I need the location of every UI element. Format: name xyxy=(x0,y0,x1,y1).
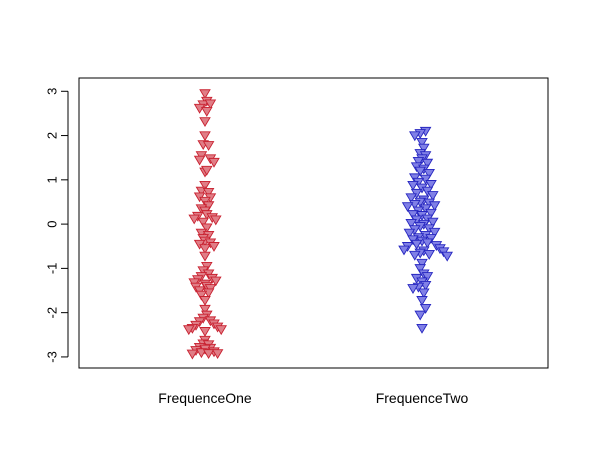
data-point xyxy=(208,242,220,252)
data-point xyxy=(199,304,211,315)
data-point xyxy=(441,251,453,262)
data-point xyxy=(199,251,211,262)
data-point xyxy=(405,219,417,229)
data-point xyxy=(407,284,419,294)
y-tick-label: 1 xyxy=(45,176,60,183)
data-point xyxy=(195,290,208,301)
data-point xyxy=(210,215,222,226)
data-point xyxy=(428,227,441,238)
data-point xyxy=(201,165,213,176)
data-point xyxy=(215,325,227,336)
data-point xyxy=(199,296,211,306)
data-point xyxy=(201,107,213,117)
data-point xyxy=(409,250,421,261)
data-point xyxy=(201,223,213,234)
data-point xyxy=(414,166,426,177)
y-tick-label: -3 xyxy=(45,351,60,363)
data-point xyxy=(202,349,215,360)
data-point xyxy=(208,157,220,168)
data-point xyxy=(427,217,439,228)
data-point xyxy=(425,180,437,190)
data-point xyxy=(188,214,200,225)
data-point xyxy=(428,201,441,212)
data-point xyxy=(199,89,211,100)
data-point xyxy=(412,157,425,167)
y-tick-label: 3 xyxy=(45,88,60,95)
data-point xyxy=(403,228,416,239)
data-point xyxy=(193,155,206,166)
data-point xyxy=(202,188,215,198)
data-point xyxy=(186,349,199,360)
data-point xyxy=(407,210,419,221)
data-point xyxy=(414,264,426,275)
data-point xyxy=(421,272,434,282)
data-point xyxy=(423,168,435,179)
data-point xyxy=(407,180,419,191)
data-point xyxy=(405,193,417,204)
data-point xyxy=(398,245,410,256)
data-point xyxy=(204,99,217,110)
data-point xyxy=(416,296,428,306)
data-point xyxy=(211,349,224,360)
data-point xyxy=(421,158,434,169)
data-point xyxy=(409,131,421,142)
data-point xyxy=(416,137,428,148)
data-point xyxy=(416,323,428,334)
data-point xyxy=(199,327,211,337)
data-point xyxy=(423,250,435,260)
data-point xyxy=(199,117,211,128)
y-tick-label: 0 xyxy=(45,220,60,227)
data-point xyxy=(210,276,222,287)
data-point xyxy=(414,310,426,321)
data-point xyxy=(197,217,209,228)
data-point xyxy=(199,131,211,142)
x-category-label: FrequenceTwo xyxy=(376,390,469,406)
y-axis: -3 -2 -1 0 1 2 3 xyxy=(45,88,69,363)
x-axis: FrequenceOne FrequenceTwo xyxy=(158,390,468,406)
data-point xyxy=(418,288,430,299)
x-category-label: FrequenceOne xyxy=(158,390,252,406)
data-point xyxy=(199,244,211,255)
data-point xyxy=(183,325,195,336)
data-point xyxy=(419,304,432,314)
data-point xyxy=(425,208,437,219)
data-point xyxy=(427,191,439,201)
data-point xyxy=(202,141,215,151)
data-point xyxy=(199,180,211,191)
y-tick-label: -2 xyxy=(45,307,60,319)
data-point xyxy=(421,238,434,249)
data-points xyxy=(183,89,453,360)
data-point xyxy=(401,202,414,213)
data-point xyxy=(416,258,428,269)
y-tick-label: 2 xyxy=(45,132,60,139)
y-tick-label: -1 xyxy=(45,263,60,275)
data-point xyxy=(410,239,423,250)
plot-frame xyxy=(78,77,549,369)
data-point xyxy=(418,143,430,154)
